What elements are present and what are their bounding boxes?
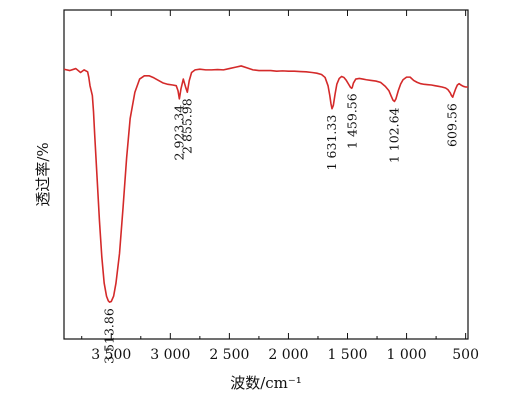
x-tick-label: 1 000 [387, 347, 427, 363]
plot-frame [63, 9, 469, 340]
x-tick-label: 3 000 [150, 347, 190, 363]
peak-label: 609.56 [445, 103, 460, 147]
plot-area-border [63, 9, 469, 340]
peak-label: 2 923.34 [171, 105, 186, 161]
x-tick-label: 2 500 [209, 347, 249, 363]
series-layer [63, 65, 468, 303]
peak-label: 1 631.33 [324, 115, 339, 171]
peak-label: 1 102.64 [386, 107, 401, 163]
peak-label: 3 513.86 [102, 308, 117, 364]
x-tick-label: 1 500 [327, 347, 367, 363]
y-axis-title: 透过率/% [34, 142, 52, 206]
x-tick-label: 2 000 [268, 347, 308, 363]
series-line [63, 65, 468, 303]
x-axis-ticks: 3 500 3 000 2 500 2 000 1 500 1 000 500 [81, 10, 479, 363]
peak-label: 2 855.98 [179, 98, 194, 154]
x-tick-label: 3 500 [91, 347, 131, 363]
x-axis-title: 波数/cm⁻¹ [230, 374, 302, 392]
peak-label: 1 459.56 [344, 93, 359, 149]
x-tick-label: 500 [452, 347, 479, 363]
peak-annotations: 3 513.86 2 923.342 855.98 1 631.33 1 459.56… [102, 93, 460, 364]
